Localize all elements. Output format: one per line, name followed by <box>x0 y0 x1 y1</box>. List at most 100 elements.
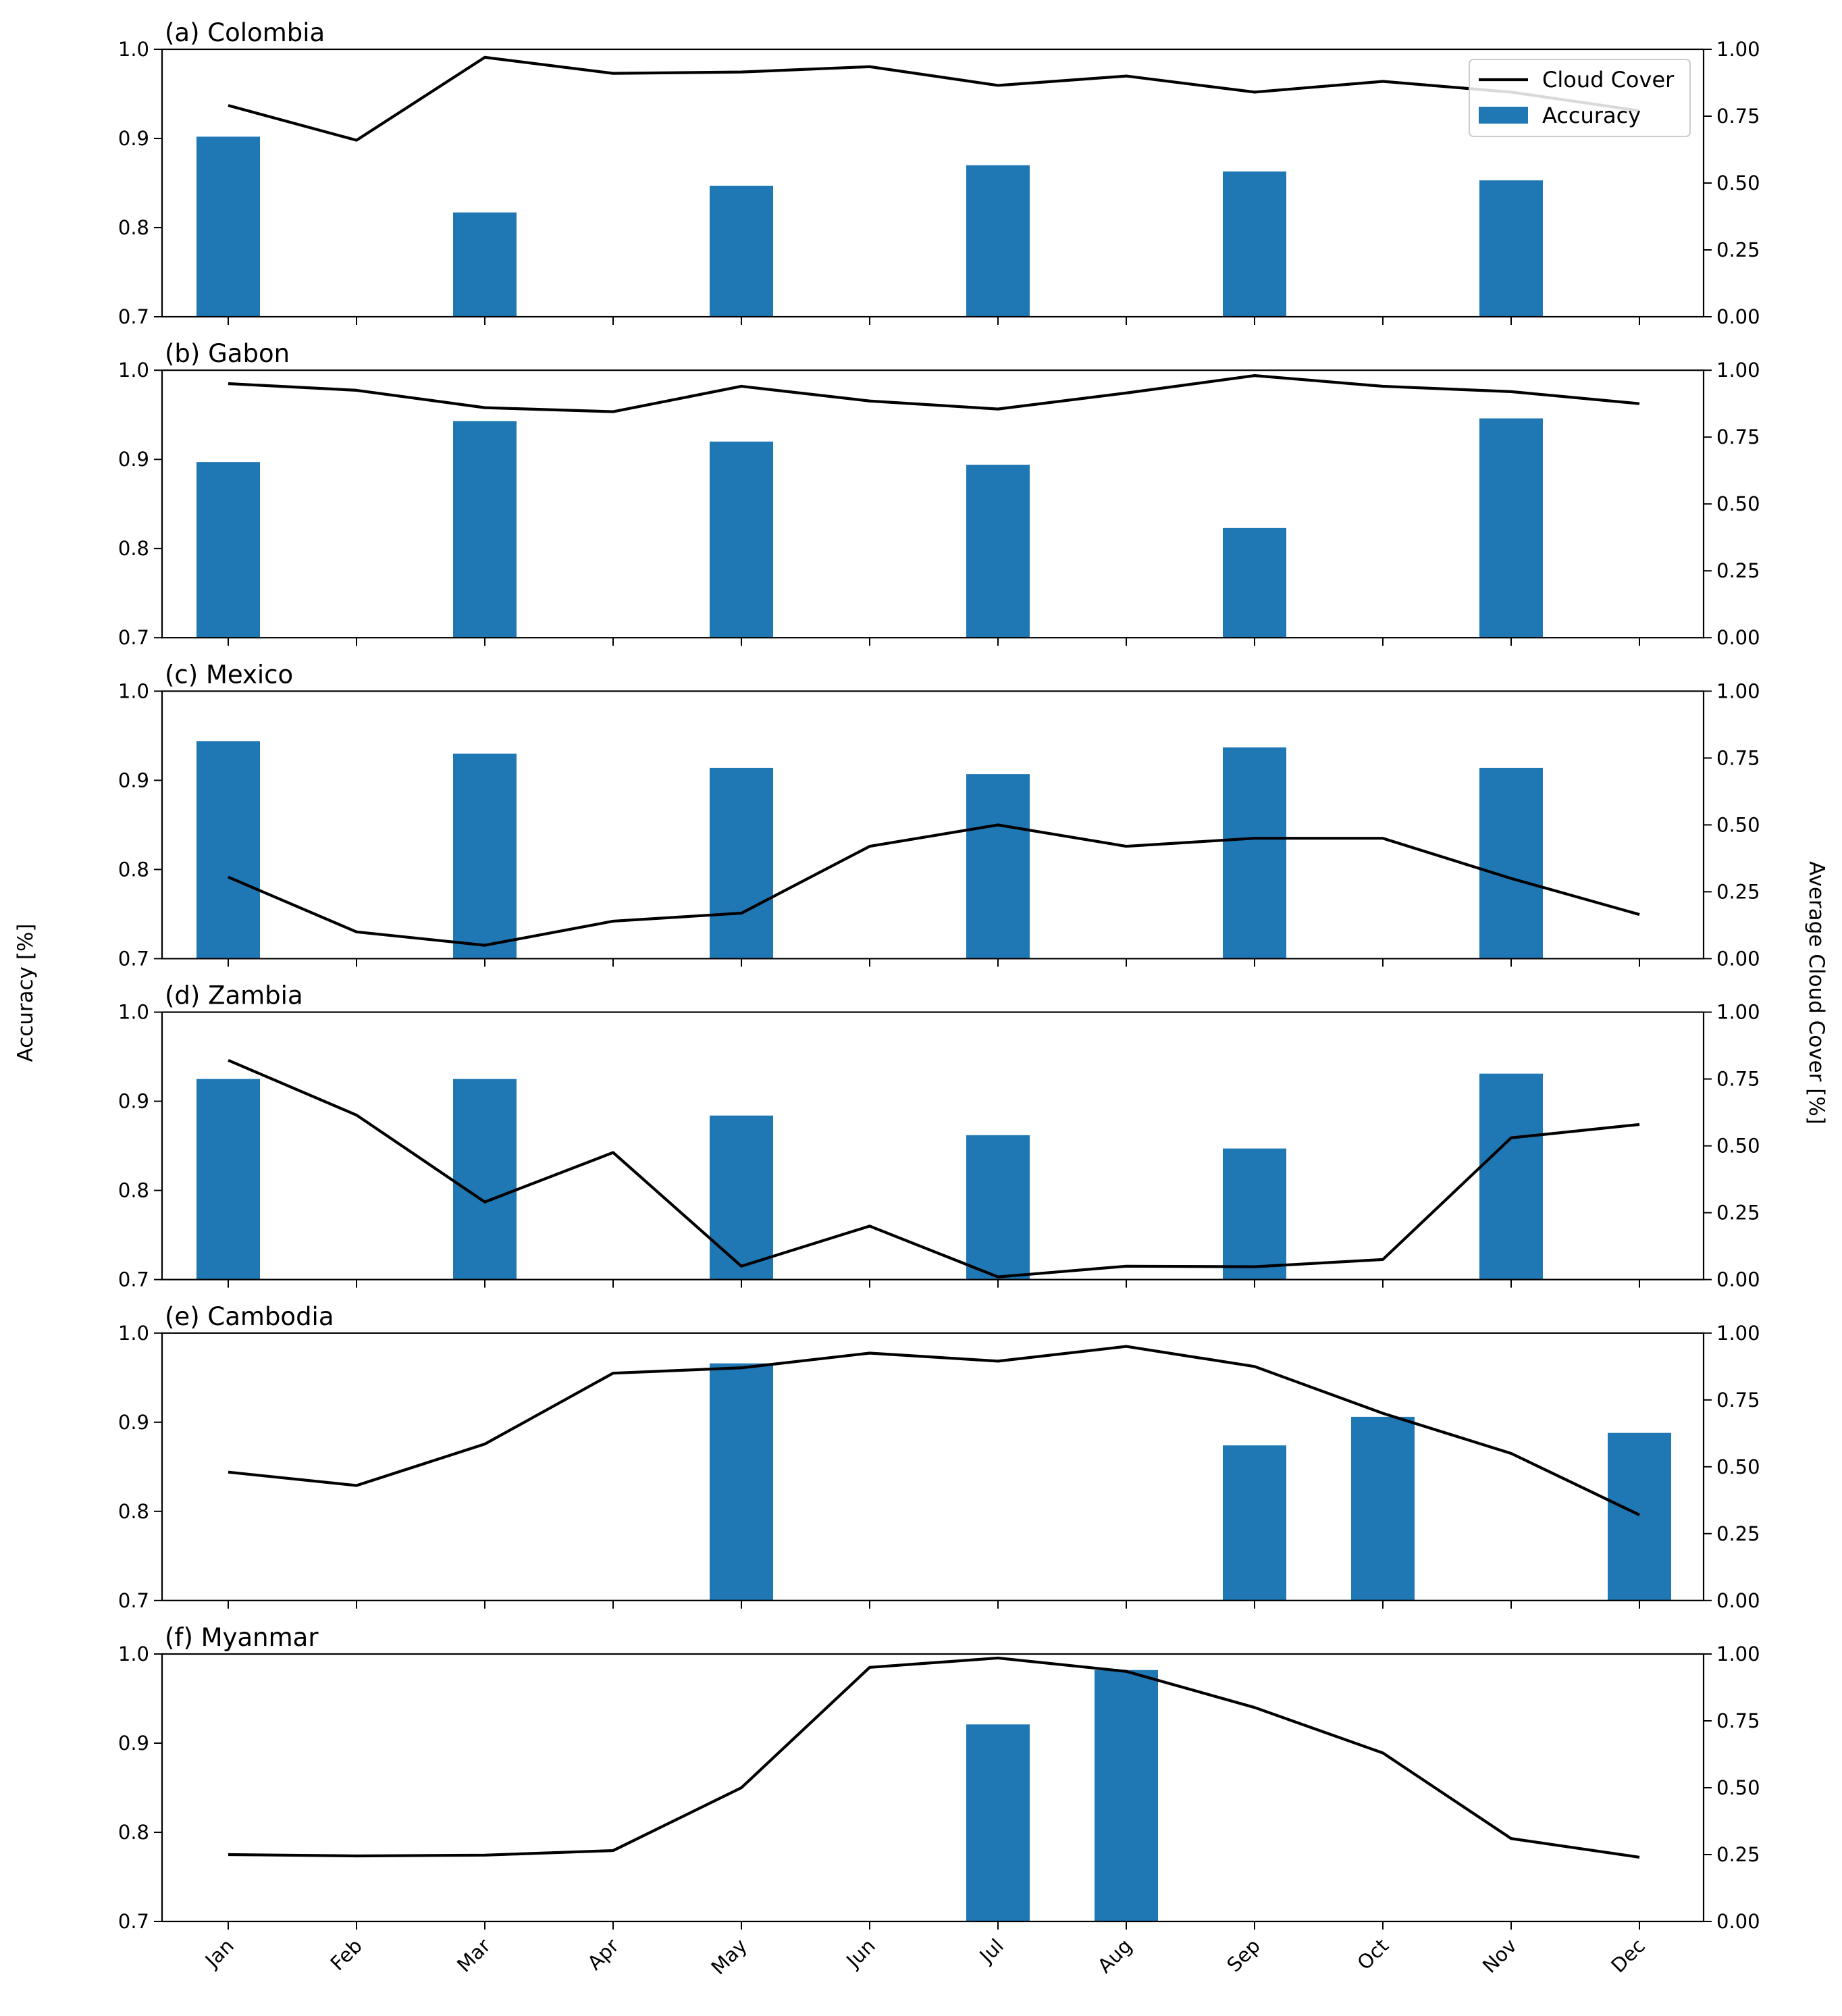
right-tick-label: 0.50 <box>1716 1776 1760 1799</box>
panel-title: (d) Zambia <box>165 981 303 1010</box>
right-tick-label: 0.00 <box>1716 947 1760 970</box>
panel-1: 0.7 0.8 0.9 1.0 0.00 0.25 0.50 0.75 1.00 (a) Colo… <box>118 18 1760 328</box>
right-tick-label: 1.00 <box>1716 1643 1760 1665</box>
left-tick-label: 1.0 <box>118 1001 149 1024</box>
left-tick-label: 0.7 <box>118 1910 149 1933</box>
accuracy-bar <box>966 465 1030 638</box>
left-tick-label: 1.0 <box>118 38 149 61</box>
left-tick-label: 0.7 <box>118 626 149 649</box>
accuracy-bar <box>966 774 1030 959</box>
accuracy-bar <box>710 185 773 317</box>
left-tick-label: 0.7 <box>118 1268 149 1291</box>
month-label: Apr <box>583 1934 623 1975</box>
left-tick-label: 0.9 <box>118 769 149 792</box>
panel-frame <box>161 1332 1705 1601</box>
accuracy-bar <box>196 136 260 317</box>
panel-5: 0.7 0.8 0.9 1.0 0.00 0.25 0.50 0.75 1.00 (e) Camb… <box>118 1302 1760 1612</box>
accuracy-bar <box>453 421 517 638</box>
cloud-cover-line <box>228 1345 1640 1516</box>
cloud-cover-line <box>228 374 1640 413</box>
accuracy-bar <box>710 1363 773 1601</box>
left-tick-label: 0.8 <box>118 216 149 239</box>
right-tick-label: 0.25 <box>1716 1522 1760 1545</box>
accuracy-bar <box>710 767 773 959</box>
right-tick-label: 0.75 <box>1716 1068 1760 1091</box>
accuracy-bar <box>1223 747 1286 959</box>
legend-label-cloud-cover: Cloud Cover <box>1542 67 1675 93</box>
right-tick-label: 0.75 <box>1716 746 1760 769</box>
accuracy-bar <box>1479 767 1543 959</box>
right-tick-label: 1.00 <box>1716 359 1760 382</box>
right-tick-label: 0.50 <box>1716 172 1760 195</box>
accuracy-bar <box>196 741 260 959</box>
left-tick-label: 0.7 <box>118 1589 149 1612</box>
right-tick-label: 0.25 <box>1716 238 1760 261</box>
accuracy-bar <box>196 1079 260 1280</box>
right-tick-label: 0.75 <box>1716 1709 1760 1732</box>
right-tick-label: 0.75 <box>1716 1389 1760 1412</box>
month-label: Aug <box>1093 1934 1136 1978</box>
left-tick-label: 0.8 <box>118 1500 149 1523</box>
right-tick-label: 0.00 <box>1716 1910 1760 1933</box>
accuracy-bar <box>453 1079 517 1280</box>
month-label: Sep <box>1222 1934 1265 1977</box>
accuracy-bar <box>453 212 517 317</box>
panel-4: 0.7 0.8 0.9 1.0 0.00 0.25 0.50 0.75 1.00 (d) Zamb… <box>118 981 1760 1291</box>
panel-title: (e) Cambodia <box>165 1302 334 1331</box>
right-tick-label: 0.00 <box>1716 305 1760 328</box>
panel-title: (b) Gabon <box>165 339 290 368</box>
legend-bar-swatch <box>1479 107 1528 124</box>
right-tick-label: 0.50 <box>1716 813 1760 836</box>
left-tick-label: 1.0 <box>118 679 149 702</box>
panel-title: (f) Myanmar <box>165 1623 319 1652</box>
accuracy-bar <box>1351 1416 1415 1601</box>
panel-frame <box>161 1011 1705 1281</box>
cloud-cover-line <box>228 1656 1640 1859</box>
accuracy-bar <box>1223 171 1286 317</box>
month-label: Jun <box>841 1934 879 1973</box>
right-tick-label: 0.50 <box>1716 1455 1760 1478</box>
cloud-cover-line <box>228 1058 1640 1278</box>
right-tick-label: 0.50 <box>1716 1135 1760 1158</box>
right-tick-label: 0.25 <box>1716 880 1760 903</box>
month-label: Oct <box>1352 1934 1393 1975</box>
right-tick-label: 1.00 <box>1716 679 1760 702</box>
left-tick-label: 0.8 <box>118 1821 149 1844</box>
left-tick-label: 0.7 <box>118 947 149 970</box>
month-label: Jul <box>974 1934 1008 1968</box>
panel-title: (c) Mexico <box>165 660 293 689</box>
accuracy-bar <box>1223 1445 1286 1601</box>
accuracy-bar <box>1479 418 1543 638</box>
panels: 0.7 0.8 0.9 1.0 0.00 0.25 0.50 0.75 1.00 (a) Colo… <box>118 18 1760 1979</box>
legend-label-accuracy: Accuracy <box>1542 103 1641 128</box>
accuracy-bar <box>966 1135 1030 1280</box>
left-tick-label: 0.9 <box>118 1411 149 1434</box>
month-label: Jan <box>200 1934 238 1973</box>
right-tick-label: 1.00 <box>1716 1001 1760 1024</box>
month-label: Nov <box>1478 1934 1521 1978</box>
left-tick-label: 0.9 <box>118 448 149 471</box>
month-label: Feb <box>326 1934 367 1975</box>
panel-frame <box>161 690 1705 960</box>
accuracy-bar <box>1479 1073 1543 1280</box>
left-tick-label: 0.8 <box>118 1179 149 1202</box>
right-tick-label: 0.75 <box>1716 105 1760 128</box>
left-tick-label: 1.0 <box>118 1643 149 1665</box>
panel-3: 0.7 0.8 0.9 1.0 0.00 0.25 0.50 0.75 1.00 (c) Mexi… <box>118 660 1760 970</box>
panel-frame <box>161 369 1705 639</box>
left-tick-label: 0.8 <box>118 537 149 560</box>
accuracy-bar <box>710 1115 773 1280</box>
right-tick-label: 1.00 <box>1716 1322 1760 1345</box>
y-axis-label-accuracy: Accuracy [%] <box>14 923 38 1062</box>
accuracy-bar <box>1223 1148 1286 1280</box>
month-label: May <box>707 1934 752 1979</box>
panel-title: (a) Colombia <box>165 18 325 47</box>
y-axis-label-cloud-cover: Average Cloud Cover [%] <box>1804 861 1828 1125</box>
accuracy-bar <box>710 441 773 638</box>
right-tick-label: 0.00 <box>1716 1589 1760 1612</box>
left-tick-label: 1.0 <box>118 359 149 382</box>
month-label: Dec <box>1606 1934 1650 1978</box>
legend: Cloud Cover Accuracy <box>1469 59 1691 137</box>
left-tick-label: 0.9 <box>118 1090 149 1113</box>
